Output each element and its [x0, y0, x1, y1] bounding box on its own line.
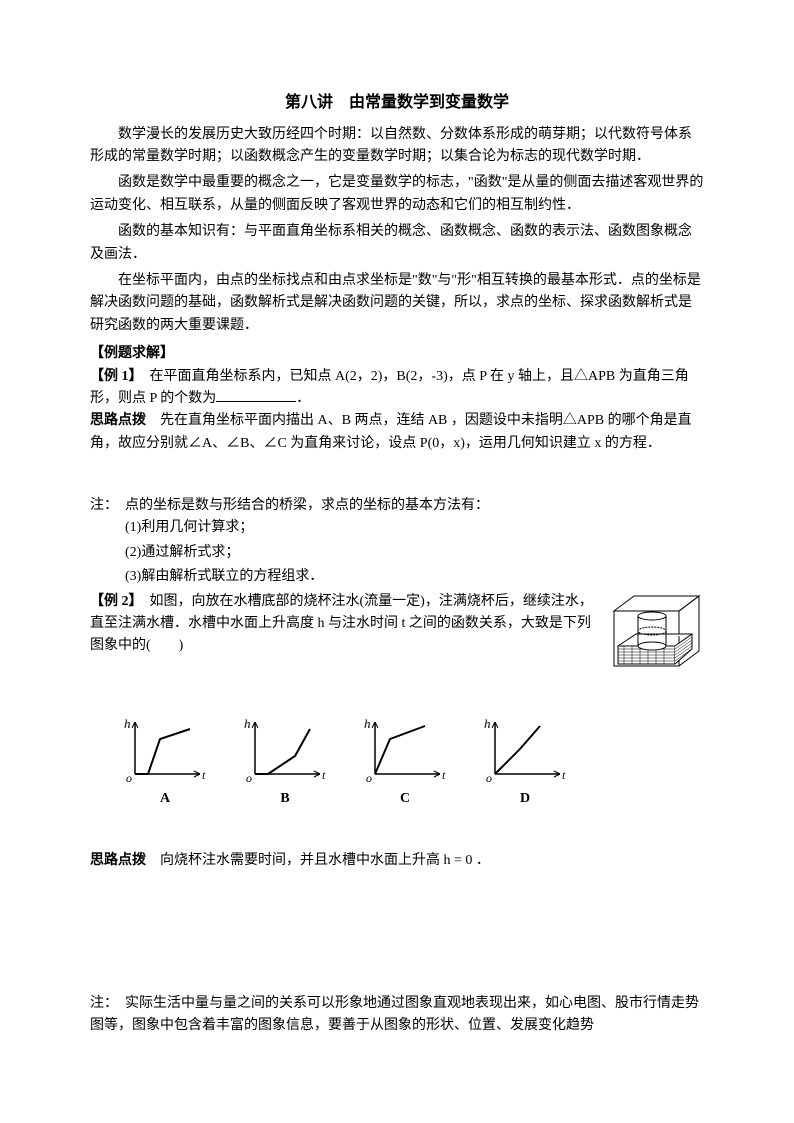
graph-c: h t o C: [360, 714, 450, 810]
example-2-text: 如图，向放在水槽底部的烧杯注水(流量一定)，注满烧杯后，继续注水，直至注满水槽．…: [90, 594, 593, 654]
paragraph-4: 在坐标平面内，由点的坐标找点和由点求坐标是"数"与"形"相互转换的最基本形式．点…: [90, 270, 704, 337]
svg-text:t: t: [562, 768, 566, 782]
note-1-item-1: (1)利用几何计算求；: [125, 517, 704, 539]
hint-2-text: 向烧杯注水需要时间，并且水槽中水面上升高 h = 0 ．: [146, 853, 490, 868]
note-1-item-3: (3)解由解析式联立的方程组求．: [125, 566, 704, 588]
document-title: 第八讲 由常量数学到变量数学: [90, 90, 704, 116]
graph-c-label: C: [400, 788, 410, 810]
svg-text:o: o: [486, 771, 492, 784]
graphs-row: h t o A h t o B h t o: [120, 714, 704, 810]
paragraph-2: 函数是数学中最重要的概念之一，它是变量数学的标志，"函数"是从量的侧面去描述客观…: [90, 172, 704, 217]
hint-1-label: 思路点拨: [90, 413, 146, 428]
note-1-intro: 注： 点的坐标是数与形结合的桥梁，求点的坐标的基本方法有：: [90, 495, 704, 517]
graph-b-label: B: [280, 788, 289, 810]
note-2: 注： 实际生活中量与量之间的关系可以形象地通过图象直观地表现出来，如心电图、股市…: [90, 993, 704, 1038]
graph-d: h t o D: [480, 714, 570, 810]
svg-text:h: h: [124, 716, 131, 731]
paragraph-1: 数学漫长的发展历史大致历经四个时期：以自然数、分数体系形成的萌芽期；以代数符号体…: [90, 124, 704, 169]
svg-text:h: h: [364, 716, 371, 731]
svg-text:o: o: [246, 771, 252, 784]
example-1-label: 【例 1】: [90, 369, 136, 384]
example-1-text-before: 在平面直角坐标系内，已知点 A(2，2)，B(2，-3)，点 P 在 y 轴上，…: [90, 369, 689, 406]
blank-fill: [216, 388, 296, 402]
example-2-row: 【例 2】 如图，向放在水槽底部的烧杯注水(流量一定)，注满烧杯后，继续注水，直…: [90, 591, 704, 694]
section-header-examples: 【例题求解】: [90, 343, 704, 365]
svg-text:o: o: [366, 771, 372, 784]
graph-b: h t o B: [240, 714, 330, 810]
hint-2-label: 思路点拨: [90, 853, 146, 868]
hint-2: 思路点拨 向烧杯注水需要时间，并且水槽中水面上升高 h = 0 ．: [90, 850, 704, 872]
graph-d-label: D: [520, 788, 530, 810]
svg-text:t: t: [442, 768, 446, 782]
svg-text:t: t: [202, 768, 206, 782]
paragraph-3: 函数的基本知识有：与平面直角坐标系相关的概念、函数概念、函数的表示法、函数图象概…: [90, 221, 704, 266]
graph-a: h t o A: [120, 714, 210, 810]
svg-text:h: h: [484, 716, 491, 731]
graph-a-label: A: [160, 788, 170, 810]
example-1-text-after: ．: [296, 391, 310, 406]
note-1-item-2: (2)通过解析式求；: [125, 542, 704, 564]
hint-1-text: 先在直角坐标平面内描出 A、B 两点，连结 AB ，因题设中未指明△APB 的哪…: [90, 413, 692, 450]
hint-1: 思路点拨 先在直角坐标平面内描出 A、B 两点，连结 AB ，因题设中未指明△A…: [90, 410, 704, 455]
example-2-label: 【例 2】: [90, 594, 136, 609]
water-tank-figure: [604, 591, 704, 694]
svg-text:o: o: [126, 771, 132, 784]
example-2: 【例 2】 如图，向放在水槽底部的烧杯注水(流量一定)，注满烧杯后，继续注水，直…: [90, 591, 594, 658]
example-1: 【例 1】 在平面直角坐标系内，已知点 A(2，2)，B(2，-3)，点 P 在…: [90, 366, 704, 411]
svg-text:h: h: [244, 716, 251, 731]
svg-text:t: t: [322, 768, 326, 782]
